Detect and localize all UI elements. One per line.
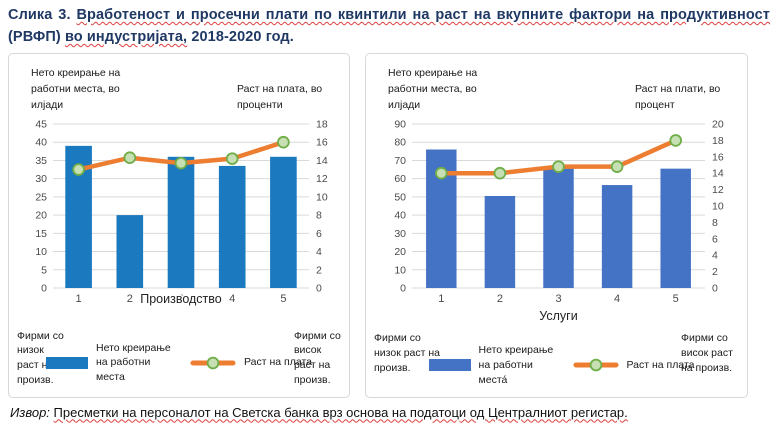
svg-text:60: 60 <box>394 173 406 185</box>
charts-row: Нето креирање на работни места, во илјад… <box>8 52 770 398</box>
svg-text:12: 12 <box>712 184 724 196</box>
svg-text:30: 30 <box>394 227 406 239</box>
svg-text:4: 4 <box>316 246 322 258</box>
legend-line-marker <box>573 357 619 373</box>
legend: Нето креирање на работни места́ Раст на … <box>428 343 695 387</box>
svg-text:1: 1 <box>76 293 82 305</box>
svg-text:0: 0 <box>316 282 322 294</box>
svg-text:5: 5 <box>673 293 679 305</box>
axis-titles-services: Нето креирање на работни места, во илјад… <box>374 62 739 114</box>
svg-text:35: 35 <box>35 154 47 166</box>
svg-text:20: 20 <box>394 246 406 258</box>
svg-text:18: 18 <box>712 134 724 146</box>
svg-text:40: 40 <box>394 209 406 221</box>
title-text-main: Вработеност и просечни плати по квинтили… <box>76 7 770 23</box>
svg-text:18: 18 <box>316 118 328 130</box>
svg-text:5: 5 <box>280 293 286 305</box>
svg-text:3: 3 <box>178 293 184 305</box>
svg-text:2: 2 <box>127 293 133 305</box>
svg-text:1: 1 <box>438 293 444 305</box>
figure-title: Слика 3. Вработеност и просечни плати по… <box>8 5 770 49</box>
svg-text:8: 8 <box>316 209 322 221</box>
legend-line-label: Раст на плата <box>244 356 312 369</box>
source-label: Извор: <box>10 404 50 420</box>
svg-text:10: 10 <box>35 246 47 258</box>
left-axis-title: Нето креирање на работни места, во илјад… <box>388 67 478 111</box>
title-sector: во индустријата, <box>64 28 188 45</box>
svg-text:Производство: Производство <box>140 292 222 306</box>
svg-text:2: 2 <box>316 264 322 276</box>
legend-bar-label: Нето креирање на работни места <box>96 341 171 384</box>
legend: Нето креирање на работни места Раст на п… <box>46 341 312 385</box>
svg-text:0: 0 <box>41 282 47 294</box>
svg-text:14: 14 <box>316 154 328 166</box>
svg-text:80: 80 <box>394 136 406 148</box>
legend-line-label: Раст на плата <box>626 359 695 372</box>
svg-text:6: 6 <box>316 227 322 239</box>
svg-text:40: 40 <box>35 136 47 148</box>
title-figure-number: Слика 3. <box>8 7 71 23</box>
svg-text:90: 90 <box>394 118 406 130</box>
legend-bar-label: Нето креирање на работни места́ <box>478 344 554 386</box>
svg-text:12: 12 <box>316 173 328 185</box>
annotation-low-growth: Фирми со низок раст на произв. <box>374 332 441 374</box>
svg-text:6: 6 <box>712 233 718 245</box>
svg-text:25: 25 <box>35 191 47 203</box>
svg-text:4: 4 <box>614 293 620 305</box>
legend-row-services: Фирми со низок раст на произв. Нето креи… <box>374 331 739 387</box>
source-text: Пресметки на персоналот на Светска банка… <box>53 404 628 420</box>
svg-text:5: 5 <box>41 264 47 276</box>
svg-text:70: 70 <box>394 154 406 166</box>
svg-text:20: 20 <box>35 209 47 221</box>
svg-text:0: 0 <box>400 282 406 294</box>
svg-text:3: 3 <box>555 293 561 305</box>
chart-panel-services: Нето креирање на работни места, во илјад… <box>365 52 748 398</box>
svg-text:Услуги: Услуги <box>539 309 577 323</box>
source-note: Извор: Пресметки на персоналот на Светск… <box>10 405 770 420</box>
figure-page: Слика 3. Вработеност и просечни плати по… <box>8 5 770 420</box>
svg-text:50: 50 <box>394 191 406 203</box>
svg-text:0: 0 <box>712 282 718 294</box>
svg-text:10: 10 <box>316 191 328 203</box>
title-years: 2018-2020 год. <box>191 28 294 45</box>
right-axis-title: Раст на плати, во процент <box>635 83 721 111</box>
legend-row-manufacturing: Фирми со низок раст на произв. Нето креи… <box>17 329 341 388</box>
annotation-low-growth: Фирми со низок раст на произв. <box>17 329 64 386</box>
legend-bar-swatch <box>428 359 471 372</box>
svg-text:2: 2 <box>497 293 503 305</box>
svg-text:8: 8 <box>712 216 718 228</box>
legend-bar-swatch <box>46 356 88 369</box>
svg-text:14: 14 <box>712 167 724 179</box>
svg-text:16: 16 <box>712 151 724 163</box>
title-abbrev: (РВФП) <box>8 28 61 45</box>
legend-line-marker <box>190 355 236 371</box>
annotation-high-growth: Фирми со висок раст на произв. <box>293 329 341 386</box>
right-axis-title: Раст на плата, во проценти <box>237 83 323 111</box>
left-axis-title: Нето креирање на работни места, во илјад… <box>31 67 121 111</box>
svg-text:10: 10 <box>712 200 724 212</box>
chart-panel-manufacturing: Нето креирање на работни места, во илјад… <box>8 52 350 398</box>
svg-text:16: 16 <box>316 136 328 148</box>
annotation-high-growth: Фирми со висок раст на произв. <box>681 332 733 374</box>
svg-text:2: 2 <box>712 266 718 278</box>
svg-text:30: 30 <box>35 173 47 185</box>
svg-text:45: 45 <box>35 118 47 130</box>
svg-text:15: 15 <box>35 227 47 239</box>
svg-text:4: 4 <box>229 293 235 305</box>
svg-text:20: 20 <box>712 118 724 130</box>
axis-titles-manufacturing: Нето креирање на работни места, во илјад… <box>17 62 341 114</box>
svg-text:4: 4 <box>712 249 718 261</box>
svg-text:10: 10 <box>394 264 406 276</box>
